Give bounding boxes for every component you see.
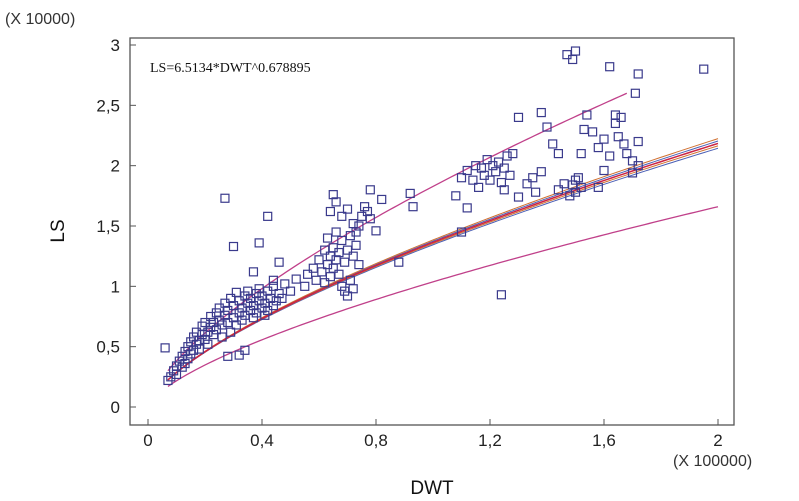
data-points (161, 47, 708, 384)
data-point (634, 138, 642, 146)
data-point (309, 264, 317, 272)
data-point (358, 212, 366, 220)
x-axis-label: DWT (410, 478, 454, 499)
confidence-line (168, 139, 718, 380)
data-point (304, 270, 312, 278)
data-point (452, 192, 460, 200)
data-point (344, 246, 352, 254)
data-point (509, 150, 517, 158)
axis-ticks: 0 0,4 0,8 1,2 1,6 2 0 0,5 1 1,5 2 2,5 3 (96, 36, 722, 450)
data-point (606, 63, 614, 71)
data-point (332, 228, 340, 236)
data-point (463, 204, 471, 212)
data-point (515, 113, 523, 121)
equation-label: LS=6.5134*DWT^0.678895 (150, 61, 311, 76)
confidence-line (168, 148, 718, 380)
x-tick-label: 0,4 (250, 431, 274, 450)
data-point (230, 243, 238, 251)
data-point (631, 89, 639, 97)
data-point (529, 174, 537, 182)
data-point (218, 321, 226, 329)
data-point (700, 65, 708, 73)
data-point (589, 128, 597, 136)
y-axis-label: LS (48, 219, 69, 242)
y-tick-label: 0,5 (96, 338, 120, 357)
data-point (515, 193, 523, 201)
data-point (532, 188, 540, 196)
data-point (355, 261, 363, 269)
data-point (594, 144, 602, 152)
y-scale-note: (X 10000) (5, 11, 75, 28)
data-point (315, 256, 323, 264)
data-point (161, 344, 169, 352)
data-point (275, 258, 283, 266)
data-point (264, 212, 272, 220)
x-scale-note: (X 100000) (673, 453, 752, 470)
x-tick-label: 1,6 (592, 431, 616, 450)
data-point (249, 268, 257, 276)
data-point (523, 180, 531, 188)
data-point (352, 241, 360, 249)
x-tick-label: 0,8 (364, 431, 388, 450)
data-point (600, 135, 608, 143)
data-point (492, 168, 500, 176)
data-point (329, 244, 337, 252)
data-point (563, 51, 571, 59)
data-point (366, 186, 374, 194)
data-point (486, 176, 494, 184)
data-point (292, 275, 300, 283)
data-point (497, 291, 505, 299)
data-point (634, 70, 642, 78)
data-point (537, 109, 545, 117)
data-point (611, 111, 619, 119)
data-point (572, 47, 580, 55)
y-tick-label: 0 (111, 398, 120, 417)
data-point (324, 234, 332, 242)
data-point (192, 328, 200, 336)
data-point (611, 119, 619, 127)
data-point (255, 239, 263, 247)
data-point (278, 294, 286, 302)
data-point (187, 338, 195, 346)
y-tick-label: 3 (111, 36, 120, 55)
data-point (349, 252, 357, 260)
data-point (312, 276, 320, 284)
y-tick-label: 2 (111, 157, 120, 176)
data-point (326, 208, 334, 216)
y-tick-label: 2,5 (96, 96, 120, 115)
x-tick-label: 2 (713, 431, 722, 450)
data-point (361, 203, 369, 211)
data-point (580, 125, 588, 133)
data-point (341, 258, 349, 266)
x-tick-label: 1,2 (478, 431, 502, 450)
data-point (554, 150, 562, 158)
data-point (503, 152, 511, 160)
data-point (600, 166, 608, 174)
data-point (577, 150, 585, 158)
data-point (232, 288, 240, 296)
y-tick-label: 1,5 (96, 217, 120, 236)
data-point (341, 287, 349, 295)
data-point (235, 351, 243, 359)
data-point (560, 180, 568, 188)
x-tick-label: 0 (143, 431, 152, 450)
data-point (349, 220, 357, 228)
data-point (537, 168, 545, 176)
data-point (326, 273, 334, 281)
data-point (378, 195, 386, 203)
plot-frame (130, 38, 734, 425)
data-point (569, 55, 577, 63)
data-point (606, 152, 614, 160)
data-point (221, 194, 229, 202)
data-point (549, 140, 557, 148)
data-point (301, 282, 309, 290)
data-point (409, 203, 417, 211)
data-point (372, 227, 380, 235)
data-point (335, 270, 343, 278)
data-point (617, 113, 625, 121)
y-tick-label: 1 (111, 277, 120, 296)
data-point (406, 189, 414, 197)
